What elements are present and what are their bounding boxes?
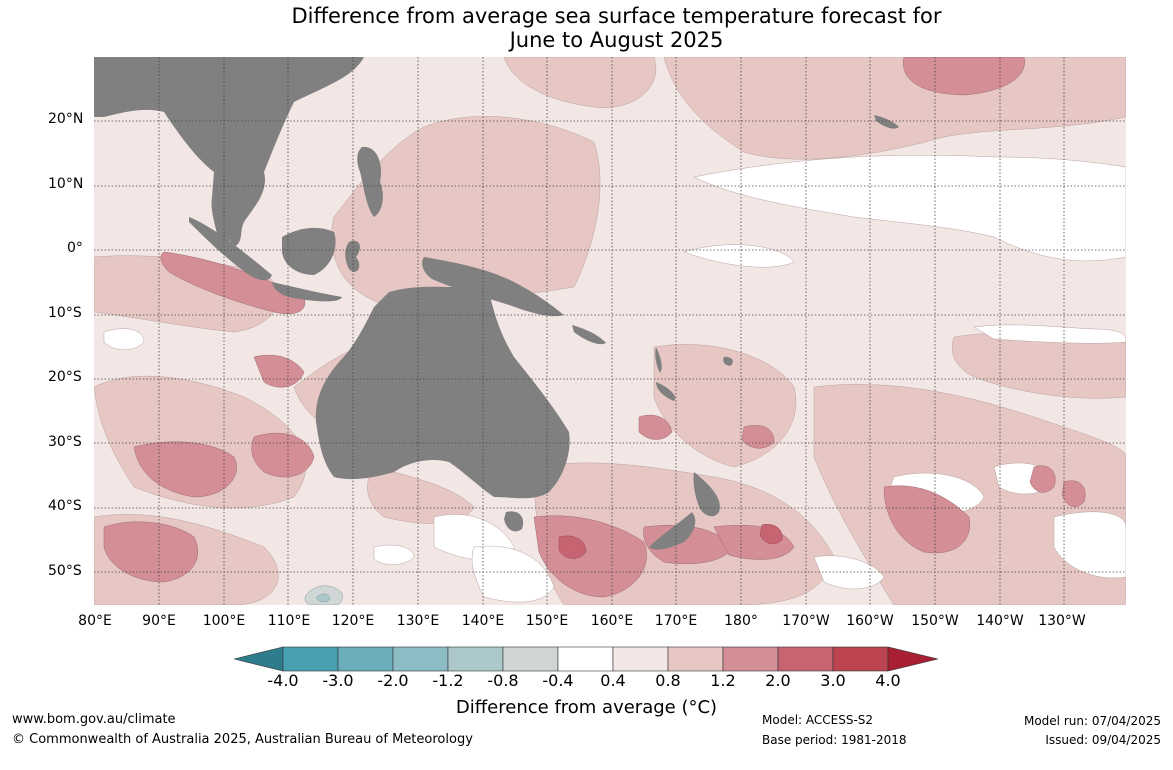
hawaii xyxy=(874,115,899,129)
colorbar-segment-1 xyxy=(282,646,339,672)
lon-label-150e: 150°E xyxy=(525,613,569,629)
lon-label-120e: 120°E xyxy=(331,613,375,629)
colorbar-segment-6 xyxy=(557,646,614,672)
philippines xyxy=(357,146,383,217)
land-masses xyxy=(94,57,899,550)
lat-label-40s: 40°S xyxy=(48,498,82,514)
asia-mainland xyxy=(94,57,364,222)
anomaly-1.2-2.0-regions xyxy=(103,57,1086,598)
indochina-peninsula xyxy=(212,172,244,247)
lon-label-180: 180° xyxy=(724,613,758,629)
colorbar-segment-above-4.0 xyxy=(887,646,938,672)
australia xyxy=(315,282,570,499)
map-title: Difference from average sea surface temp… xyxy=(0,4,1173,52)
lat-label-10s: 10°S xyxy=(48,305,82,321)
colorbar-segment-below--4.0 xyxy=(234,646,284,672)
tasmania xyxy=(504,511,524,532)
footer-url[interactable]: www.bom.gov.au/climate xyxy=(12,712,176,727)
colorbar-tick-8: 0.8 xyxy=(655,671,681,690)
colorbar-segment-3 xyxy=(392,646,449,672)
sulawesi xyxy=(345,240,360,272)
footer-base-period: Base period: 1981-2018 xyxy=(762,733,907,747)
colorbar-tick-6: -0.4 xyxy=(542,671,574,690)
lon-label-140e: 140°E xyxy=(461,613,505,629)
colorbar-tick-12: 4.0 xyxy=(875,671,901,690)
lat-label-20n: 20°N xyxy=(48,111,84,127)
colorbar-tick-9: 1.2 xyxy=(710,671,736,690)
colorbar-tick-10: 2.0 xyxy=(765,671,791,690)
colorbar-segment-8 xyxy=(667,646,724,672)
colorbar-segment-2 xyxy=(337,646,394,672)
colorbar-segment-5 xyxy=(502,646,559,672)
lon-label-170e: 170°E xyxy=(654,613,698,629)
lat-label-10n: 10°N xyxy=(48,176,84,192)
lon-label-160e: 160°E xyxy=(590,613,634,629)
footer-model-run: Model run: 07/04/2025 xyxy=(1023,714,1161,728)
borneo xyxy=(282,227,336,275)
colorbar-tick-5: -0.8 xyxy=(487,671,519,690)
lat-label-0: 0° xyxy=(67,240,83,256)
lon-label-110e: 110°E xyxy=(267,613,311,629)
sumatra xyxy=(189,217,272,281)
map-title-line-2: June to August 2025 xyxy=(509,28,724,52)
lon-label-170w: 170°W xyxy=(782,613,830,629)
colorbar-tick-3: -2.0 xyxy=(377,671,409,690)
lon-label-130w: 130°W xyxy=(1038,613,1086,629)
java xyxy=(272,282,342,302)
colorbar-segment-9 xyxy=(722,646,779,672)
new-guinea xyxy=(422,257,564,317)
sst-anomaly-map xyxy=(94,57,1126,605)
footer-copyright: © Commonwealth of Australia 2025, Austra… xyxy=(12,732,473,747)
lon-label-160w: 160°W xyxy=(846,613,894,629)
lon-label-140w: 140°W xyxy=(976,613,1024,629)
colorbar-segment-7 xyxy=(612,646,669,672)
colorbar-segment-10 xyxy=(777,646,834,672)
colorbar-segment-4 xyxy=(447,646,504,672)
colorbar-segment-11 xyxy=(832,646,889,672)
solomon-islands xyxy=(572,325,606,345)
anomaly-2.0-3.0-regions xyxy=(558,524,783,559)
lon-label-90e: 90°E xyxy=(142,613,176,629)
new-zealand-north xyxy=(693,472,720,517)
lon-label-150w: 150°W xyxy=(911,613,959,629)
colorbar-tick-2: -3.0 xyxy=(322,671,354,690)
colorbar-tick-4: -1.2 xyxy=(432,671,464,690)
colorbar xyxy=(234,646,938,672)
fiji xyxy=(723,356,733,366)
footer-issued: Issued: 09/04/2025 xyxy=(1045,733,1161,747)
lat-label-50s: 50°S xyxy=(48,563,82,579)
new-caledonia xyxy=(656,382,676,401)
lat-label-30s: 30°S xyxy=(48,434,82,450)
lat-label-20s: 20°S xyxy=(48,369,82,385)
colorbar-tick-7: 0.4 xyxy=(600,671,626,690)
footer-model: Model: ACCESS-S2 xyxy=(762,713,874,727)
new-zealand-south xyxy=(649,512,696,550)
colorbar-tick-1: -4.0 xyxy=(267,671,299,690)
malay-peninsula xyxy=(211,197,234,254)
gridlines xyxy=(94,57,1126,605)
vanuatu xyxy=(655,347,662,373)
colorbar-title: Difference from average (°C) xyxy=(455,697,718,718)
map-title-line-1: Difference from average sea surface temp… xyxy=(291,4,942,28)
colorbar-tick-11: 3.0 xyxy=(820,671,846,690)
anomaly-cool-regions xyxy=(304,585,343,605)
lon-label-80e: 80°E xyxy=(78,613,112,629)
lon-label-130e: 130°E xyxy=(396,613,440,629)
lon-label-100e: 100°E xyxy=(202,613,246,629)
